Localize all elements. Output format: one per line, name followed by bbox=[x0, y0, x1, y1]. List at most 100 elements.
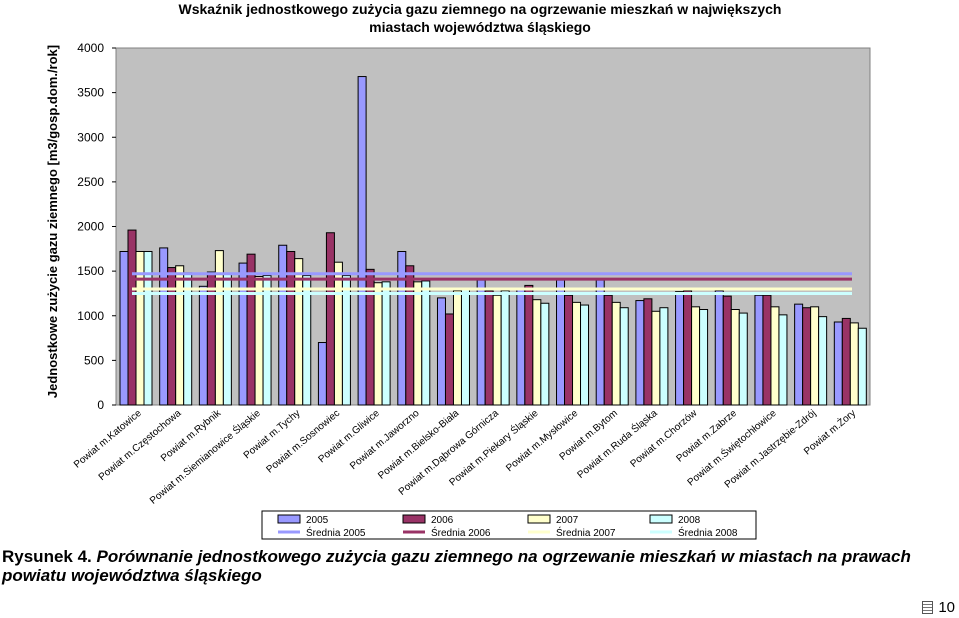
bar-2005 bbox=[754, 294, 764, 406]
bar-2008 bbox=[580, 304, 590, 406]
bar-2006 bbox=[246, 253, 256, 406]
bar-chart: Wskaźnik jednostkowego zużycia gazu ziem… bbox=[45, 1, 871, 540]
bar-2005 bbox=[833, 321, 843, 406]
legend-label: Średnia 2007 bbox=[556, 526, 616, 539]
bar-2006 bbox=[683, 290, 693, 406]
legend-label: Średnia 2006 bbox=[431, 526, 491, 539]
bar-2005 bbox=[198, 285, 208, 406]
bar-2006 bbox=[603, 294, 613, 406]
bar-2006 bbox=[127, 229, 137, 406]
average-lines bbox=[132, 272, 852, 295]
legend-box bbox=[261, 510, 757, 540]
bar-2008 bbox=[500, 290, 510, 406]
bar-2008 bbox=[778, 314, 788, 406]
bar-2005 bbox=[238, 262, 248, 406]
bar-2005 bbox=[357, 76, 367, 406]
bar-2008 bbox=[381, 281, 391, 406]
bar-2007 bbox=[175, 265, 185, 406]
y-tick-label: 2000 bbox=[77, 220, 104, 234]
bar-2006 bbox=[802, 307, 812, 406]
y-tick-label: 0 bbox=[97, 398, 104, 412]
y-axis: 0 500 1000 1500 2000 2500 3000 3500 4000 bbox=[77, 41, 116, 412]
bar-2006 bbox=[722, 295, 732, 406]
bar-2005 bbox=[516, 289, 526, 406]
legend-swatch bbox=[527, 514, 551, 524]
bar-2005 bbox=[714, 290, 724, 406]
bar-2005 bbox=[436, 297, 446, 406]
figure-caption: Rysunek 4. Porównanie jednostkowego zuży… bbox=[2, 547, 937, 585]
x-tick-label: Powiat m.Jaworzno bbox=[348, 408, 422, 472]
caption-label: Rysunek 4. bbox=[2, 547, 92, 566]
bar-2006 bbox=[762, 294, 772, 406]
y-tick-label: 1500 bbox=[77, 264, 104, 278]
x-tick-label: Powiat m.Mysłowice bbox=[504, 408, 580, 475]
legend-swatch bbox=[402, 514, 426, 524]
bar-2005 bbox=[794, 303, 804, 406]
legend-label: 2008 bbox=[678, 515, 701, 526]
bar-2007 bbox=[770, 306, 780, 406]
bar-2007 bbox=[373, 282, 383, 406]
bar-2008 bbox=[857, 327, 867, 406]
bar-2005 bbox=[317, 342, 327, 406]
bar-2008 bbox=[738, 312, 748, 406]
bar-2008 bbox=[341, 275, 351, 406]
bar-2007 bbox=[492, 294, 502, 406]
legend-swatch bbox=[277, 514, 301, 524]
bar-2006 bbox=[524, 284, 534, 406]
page-icon bbox=[922, 601, 934, 614]
bar-2006 bbox=[484, 290, 494, 406]
bar-2008 bbox=[302, 275, 312, 406]
bar-2005 bbox=[675, 291, 685, 406]
chart-title-line-2: miastach województwa śląskiego bbox=[369, 19, 591, 35]
legend-swatch bbox=[649, 514, 673, 524]
bar-2006 bbox=[643, 298, 653, 406]
y-tick-label: 3500 bbox=[77, 86, 104, 100]
bar-2006 bbox=[325, 232, 335, 406]
legend: 2005 2006 2007 2008 Średnia 2005 Średnia 2006… bbox=[261, 510, 757, 540]
bar-2006 bbox=[405, 265, 415, 406]
y-tick-label: 500 bbox=[84, 353, 104, 367]
x-tick-label: Powiat m.Katowice bbox=[72, 408, 144, 471]
y-axis-label: Jednostkowe zużycie gazu ziemnego [m3/go… bbox=[45, 45, 60, 398]
x-tick-label: Powiat m.Sosnowiec bbox=[264, 408, 342, 476]
bar-2006 bbox=[444, 313, 454, 406]
bar-2007 bbox=[254, 275, 264, 406]
bar-2007 bbox=[572, 301, 582, 406]
bar-2008 bbox=[143, 250, 153, 406]
bar-2008 bbox=[699, 309, 709, 406]
caption-text: Porównanie jednostkowego zużycia gazu zi… bbox=[2, 547, 911, 585]
bar-2007 bbox=[452, 290, 462, 406]
x-tick-label: Powiat m.Chorzów bbox=[628, 407, 700, 470]
bar-2007 bbox=[651, 310, 661, 406]
bar-2005 bbox=[595, 279, 605, 406]
bar-2005 bbox=[635, 300, 645, 406]
bar-2008 bbox=[659, 307, 669, 406]
chart-title-line-1: Wskaźnik jednostkowego zużycia gazu ziem… bbox=[179, 1, 782, 17]
y-tick-label: 3000 bbox=[77, 130, 104, 144]
bar-2005 bbox=[119, 250, 129, 406]
bar-2007 bbox=[413, 281, 423, 406]
bar-2005 bbox=[159, 247, 169, 406]
legend-label: 2007 bbox=[556, 515, 579, 526]
page-number-value: 10 bbox=[938, 599, 955, 616]
legend-label: Średnia 2008 bbox=[678, 526, 738, 539]
bar-2007 bbox=[611, 301, 621, 406]
bar-2007 bbox=[810, 306, 820, 406]
bar-2007 bbox=[333, 261, 343, 406]
bar-2008 bbox=[619, 307, 629, 406]
bar-2007 bbox=[730, 309, 740, 406]
y-tick-label: 4000 bbox=[77, 41, 104, 55]
bars bbox=[119, 76, 867, 406]
bar-2005 bbox=[556, 279, 566, 406]
bar-2008 bbox=[540, 302, 550, 406]
bar-2008 bbox=[818, 316, 828, 406]
bar-2005 bbox=[278, 244, 288, 406]
page-number: 10 bbox=[922, 599, 955, 616]
bar-2007 bbox=[849, 322, 859, 406]
y-tick-label: 1000 bbox=[77, 309, 104, 323]
legend-label: 2006 bbox=[431, 515, 454, 526]
bar-2008 bbox=[421, 280, 431, 406]
legend-label: Średnia 2005 bbox=[306, 526, 366, 539]
bar-2007 bbox=[691, 306, 701, 406]
